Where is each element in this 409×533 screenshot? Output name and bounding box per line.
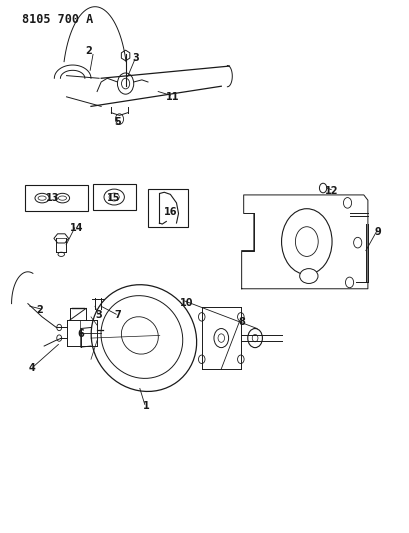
Text: 8105 700 A: 8105 700 A (22, 13, 93, 26)
Bar (93, 184, 135, 210)
Circle shape (237, 355, 243, 364)
Text: 16: 16 (163, 207, 177, 217)
Text: 8: 8 (238, 317, 245, 327)
Circle shape (237, 313, 243, 321)
Text: 11: 11 (165, 92, 179, 102)
Text: 2: 2 (85, 46, 92, 56)
Polygon shape (121, 50, 130, 61)
Text: 5: 5 (114, 117, 121, 127)
Ellipse shape (91, 285, 196, 391)
Text: 13: 13 (45, 192, 59, 203)
Circle shape (281, 209, 331, 274)
Bar (148, 189, 187, 227)
Text: 3: 3 (96, 310, 102, 320)
Text: 7: 7 (114, 310, 121, 320)
Circle shape (56, 335, 61, 341)
Polygon shape (54, 234, 68, 243)
Circle shape (343, 198, 351, 208)
Text: 12: 12 (324, 185, 337, 196)
Text: 1: 1 (142, 401, 149, 411)
Text: 3: 3 (132, 53, 139, 63)
Text: 4: 4 (29, 364, 35, 373)
Circle shape (198, 355, 204, 364)
Ellipse shape (299, 269, 317, 284)
Text: 9: 9 (374, 227, 380, 237)
Text: 2: 2 (37, 305, 43, 315)
Circle shape (213, 328, 228, 348)
Text: 14: 14 (70, 223, 83, 233)
Circle shape (56, 324, 61, 330)
Circle shape (319, 183, 326, 193)
Circle shape (345, 277, 353, 288)
Circle shape (353, 237, 361, 248)
Text: 10: 10 (180, 297, 193, 308)
Bar (25, 185, 88, 211)
Circle shape (247, 328, 262, 348)
Text: 6: 6 (77, 329, 84, 339)
Text: 15: 15 (106, 192, 120, 203)
Circle shape (198, 313, 204, 321)
